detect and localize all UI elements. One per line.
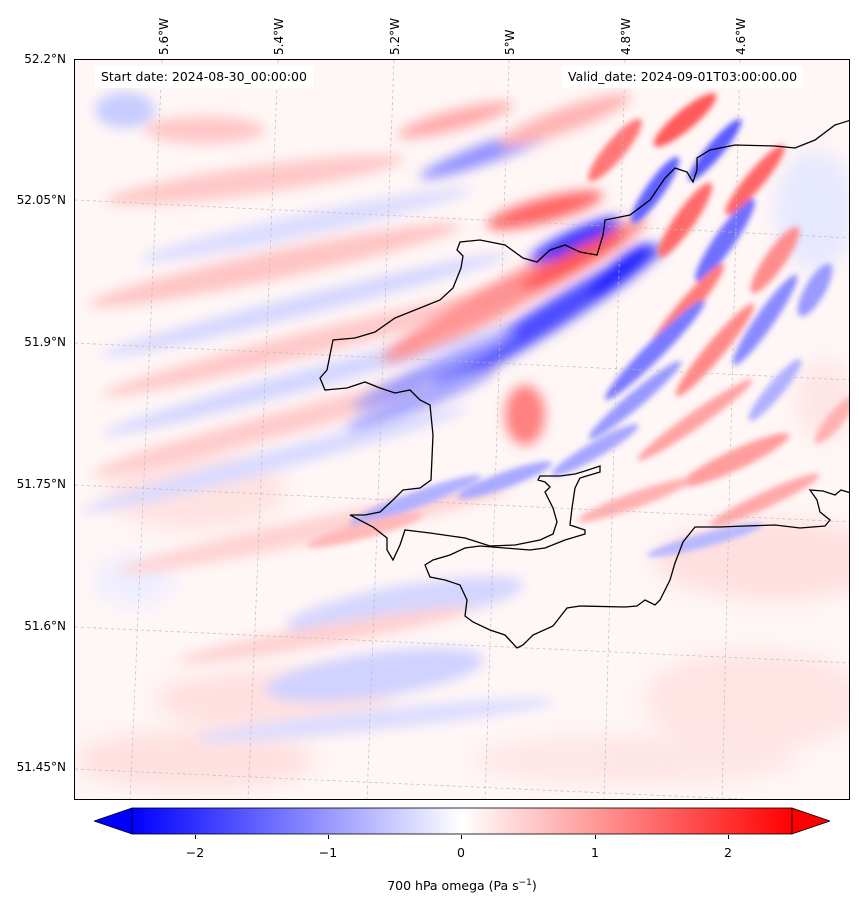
colorbar-label: 700 hPa omega (Pa s−1) [0, 878, 859, 893]
lat-label-51.75N: 51.75°N [16, 477, 66, 491]
lon-label-5W: 5°W [503, 29, 517, 56]
cb-tick-label-2: 2 [724, 845, 732, 860]
colorbar-extend-low [92, 807, 133, 835]
lon-label-5.2W: 5.2°W [388, 18, 402, 55]
cb-tick-label-0: 0 [457, 845, 465, 860]
cb-tick-label-1: 1 [591, 845, 599, 860]
wave-bands-east [307, 93, 849, 557]
cb-tick-mark-1 [595, 835, 596, 839]
cb-tick-mark-neg1 [328, 835, 329, 839]
lon-label-5.6W: 5.6°W [157, 18, 171, 55]
colorbar-label-text: 700 hPa omega (Pa s [387, 878, 519, 894]
cb-tick-mark-2 [728, 835, 729, 839]
colorbar-svg [92, 807, 832, 835]
gridlines [75, 60, 849, 799]
wave-bands-central [345, 93, 664, 445]
map-panel [74, 59, 850, 800]
colorbar-gradient [131, 807, 793, 835]
omega-field-map [75, 60, 849, 799]
colorbar-label-close: ) [531, 878, 537, 894]
lat-label-51.45N: 51.45°N [16, 760, 66, 774]
colorbar [92, 807, 832, 835]
cb-tick-mark-0 [461, 835, 462, 839]
cb-tick-label-neg2: −2 [185, 845, 205, 860]
lon-label-5.4W: 5.4°W [272, 18, 286, 55]
lat-label-52.2N: 52.2°N [24, 52, 66, 66]
lat-label-51.9N: 51.9°N [24, 335, 66, 349]
coastline [319, 119, 849, 649]
colorbar-label-sup: −1 [518, 878, 532, 888]
lon-label-4.8W: 4.8°W [619, 18, 633, 55]
lat-label-52.05N: 52.05°N [16, 193, 66, 207]
lat-label-51.6N: 51.6°N [24, 619, 66, 633]
start-date-label: Start date: 2024-08-30_00:00:00 [95, 66, 313, 88]
cb-tick-mark-neg2 [195, 835, 196, 839]
cb-tick-label-neg1: −1 [318, 845, 338, 860]
valid-date-label: Valid_date: 2024-09-01T03:00:00.00 [562, 66, 804, 88]
colorbar-extend-high [791, 807, 832, 835]
lon-label-4.6W: 4.6°W [734, 18, 748, 55]
